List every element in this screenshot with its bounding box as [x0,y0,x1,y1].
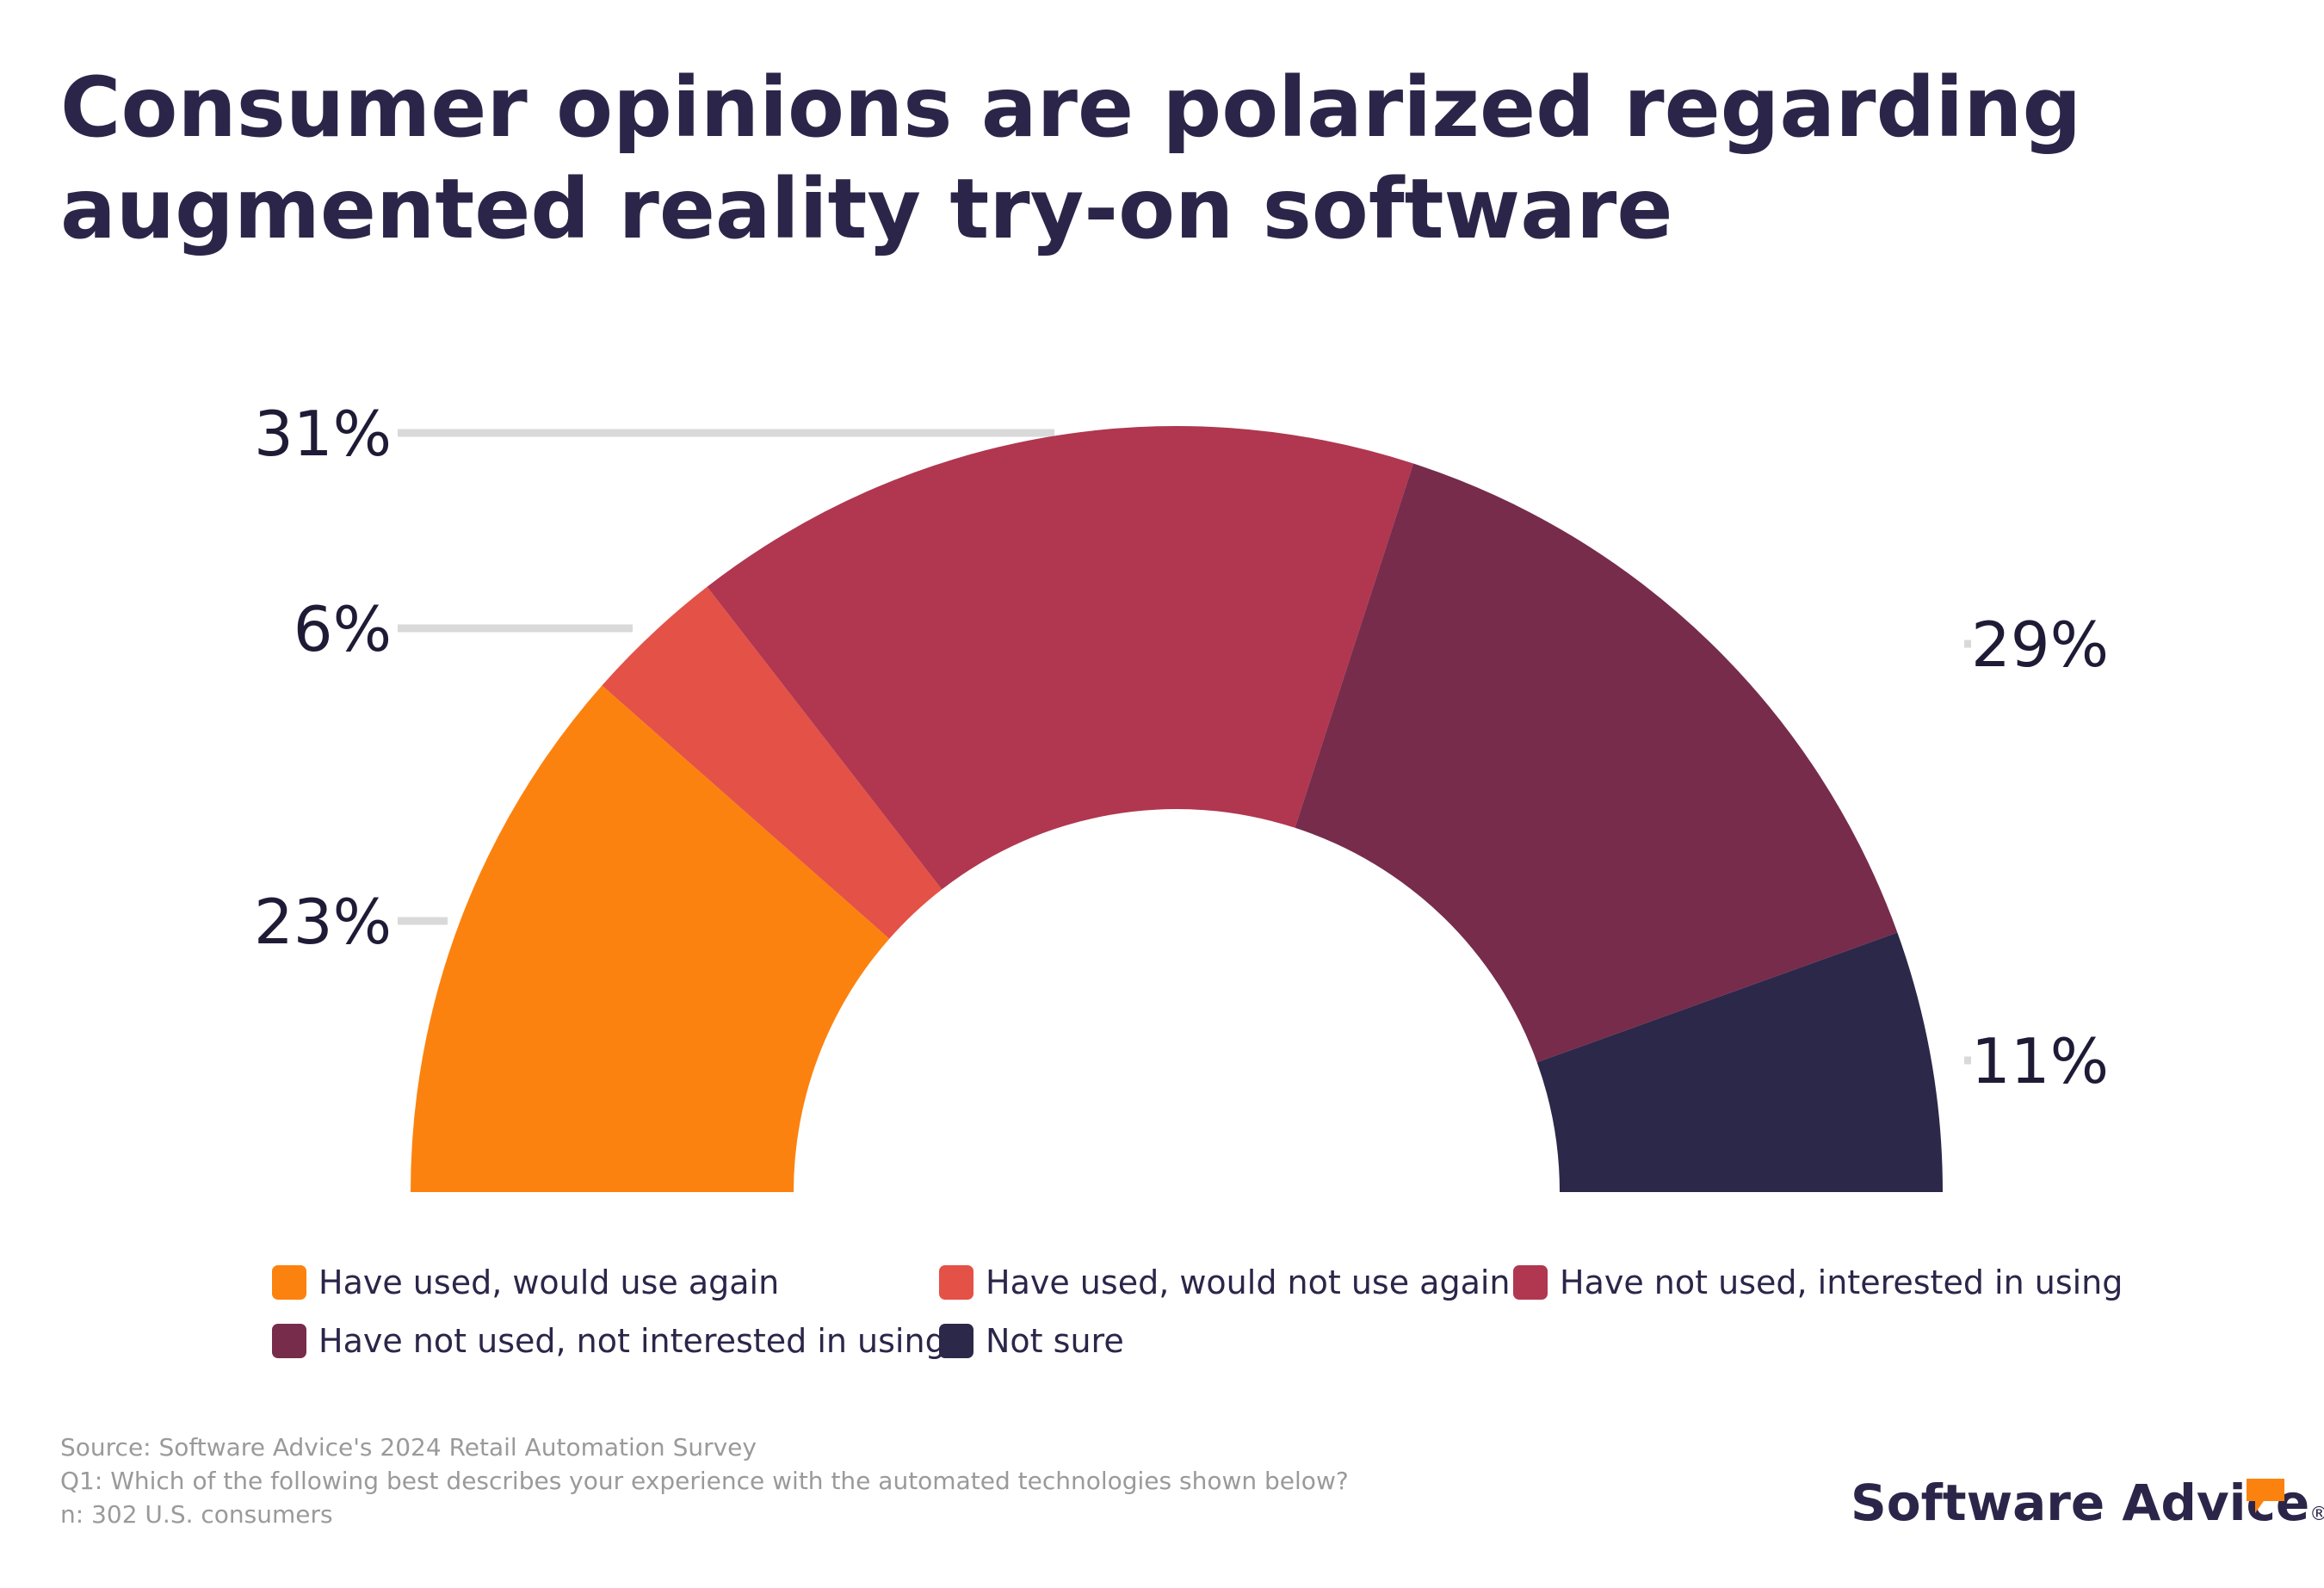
speech-bubble-icon [2247,1479,2284,1513]
sample-size-line: n: 302 U.S. consumers [60,1500,333,1529]
legend-item-not-used-interested: Have not used, interested in using [1513,1264,2123,1301]
source-line: Source: Software Advice's 2024 Retail Au… [60,1433,757,1461]
data-label: 23% [254,886,392,958]
brand-logo: Software Advice® [1851,1474,2324,1532]
donut-segment [1295,463,1898,1063]
brand-name: Software Advice [1851,1474,2310,1532]
source-note: Source: Software Advice's 2024 Retail Au… [60,1430,1349,1531]
speech-bubble-shape [2247,1479,2284,1513]
legend-swatch [939,1324,973,1358]
data-label: 29% [1971,609,2109,681]
legend-swatch [272,1265,306,1300]
legend-item-not-used-not-interested: Have not used, not interested in using [272,1322,946,1360]
data-label: 6% [294,593,392,665]
legend-item-used-would-use-again: Have used, would use again [272,1264,779,1301]
legend-label: Have not used, not interested in using [318,1322,946,1360]
donut-segment [1536,932,1943,1192]
data-label: 31% [254,398,392,470]
legend-label: Not sure [986,1322,1124,1360]
legend-swatch [272,1324,306,1358]
legend-item-used-would-not-use-again: Have used, would not use again [939,1264,1511,1301]
legend-label: Have used, would not use again [986,1264,1511,1301]
legend-label: Have not used, interested in using [1560,1264,2123,1301]
registered-mark: ® [2309,1504,2324,1525]
question-line: Q1: Which of the following best describe… [60,1467,1349,1495]
donut-segment [707,426,1414,890]
legend-label: Have used, would use again [318,1264,780,1301]
data-label: 11% [1971,1025,2109,1097]
legend-swatch [1513,1265,1548,1300]
donut-segment [411,685,890,1192]
page-title: Consumer opinions are polarized regardin… [60,59,2082,257]
semicircle-donut-chart: 23% 6% 31% 29% 11% [254,398,2109,1192]
donut-segment [602,586,943,939]
legend-item-not-sure: Not sure [939,1322,1124,1360]
legend-swatch [939,1265,973,1300]
